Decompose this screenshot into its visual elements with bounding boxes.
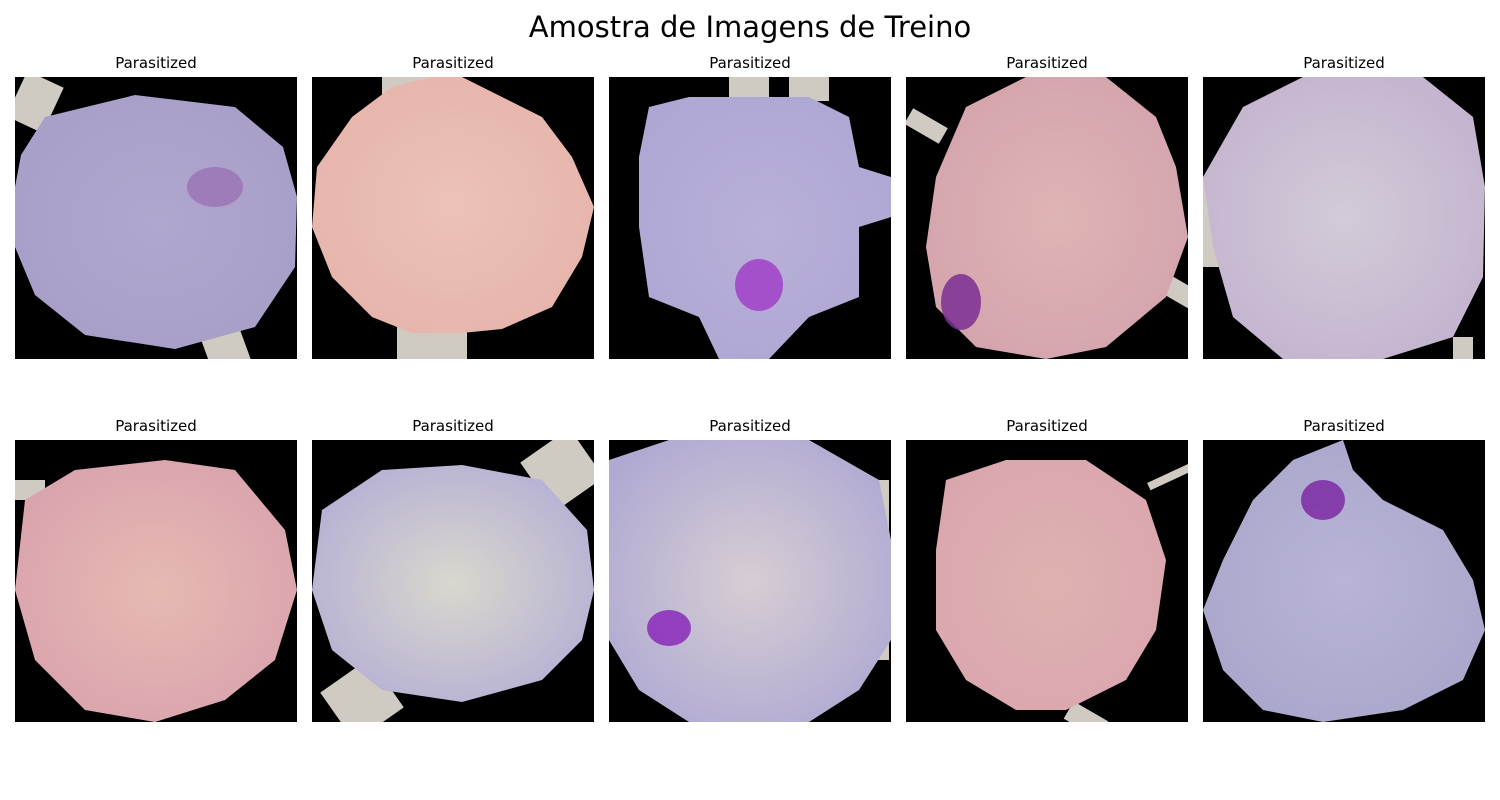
- parasite-spot: [647, 610, 691, 646]
- panel-label: Parasitized: [1203, 417, 1485, 435]
- background-artifact: [1453, 337, 1473, 359]
- panel-label: Parasitized: [609, 417, 891, 435]
- blood-cell-svg: [609, 77, 891, 359]
- sample-panel: Parasitized: [609, 417, 891, 722]
- blood-cell-svg: [312, 77, 594, 359]
- sample-panel: Parasitized: [1203, 417, 1485, 722]
- blood-cell-svg: [906, 440, 1188, 722]
- panel-label: Parasitized: [906, 417, 1188, 435]
- panel-label: Parasitized: [312, 417, 594, 435]
- parasite-spot: [941, 274, 981, 330]
- sample-panel: Parasitized: [906, 417, 1188, 722]
- parasite-spot: [735, 259, 783, 311]
- cell-image: [1203, 440, 1485, 722]
- panel-label: Parasitized: [906, 54, 1188, 72]
- sample-panel: Parasitized: [1203, 54, 1485, 359]
- cell-image: [906, 440, 1188, 722]
- sample-panel: Parasitized: [906, 54, 1188, 359]
- blood-cell: [609, 440, 891, 722]
- cell-image: [609, 440, 891, 722]
- sample-panel: Parasitized: [312, 417, 594, 722]
- cell-image: [15, 440, 297, 722]
- blood-cell-svg: [609, 440, 891, 722]
- cell-image: [15, 77, 297, 359]
- cell-image: [906, 77, 1188, 359]
- cell-image: [312, 77, 594, 359]
- panel-label: Parasitized: [1203, 54, 1485, 72]
- panel-label: Parasitized: [312, 54, 594, 72]
- blood-cell-svg: [15, 440, 297, 722]
- blood-cell: [312, 465, 594, 702]
- blood-cell: [1203, 77, 1485, 359]
- figure-title: Amostra de Imagens de Treino: [0, 10, 1500, 44]
- panel-label: Parasitized: [609, 54, 891, 72]
- sample-panel: Parasitized: [15, 54, 297, 359]
- blood-cell: [15, 95, 297, 349]
- sample-panel: Parasitized: [312, 54, 594, 359]
- blood-cell-svg: [1203, 440, 1485, 722]
- blood-cell-svg: [312, 440, 594, 722]
- sample-panel: Parasitized: [609, 54, 891, 359]
- parasite-spot: [187, 167, 243, 207]
- cell-image: [609, 77, 891, 359]
- parasite-spot: [1301, 480, 1345, 520]
- sample-panel: Parasitized: [15, 417, 297, 722]
- panel-label: Parasitized: [15, 417, 297, 435]
- cell-image: [312, 440, 594, 722]
- blood-cell-svg: [1203, 77, 1485, 359]
- panel-label: Parasitized: [15, 54, 297, 72]
- blood-cell-svg: [15, 77, 297, 359]
- blood-cell-svg: [906, 77, 1188, 359]
- cell-image: [1203, 77, 1485, 359]
